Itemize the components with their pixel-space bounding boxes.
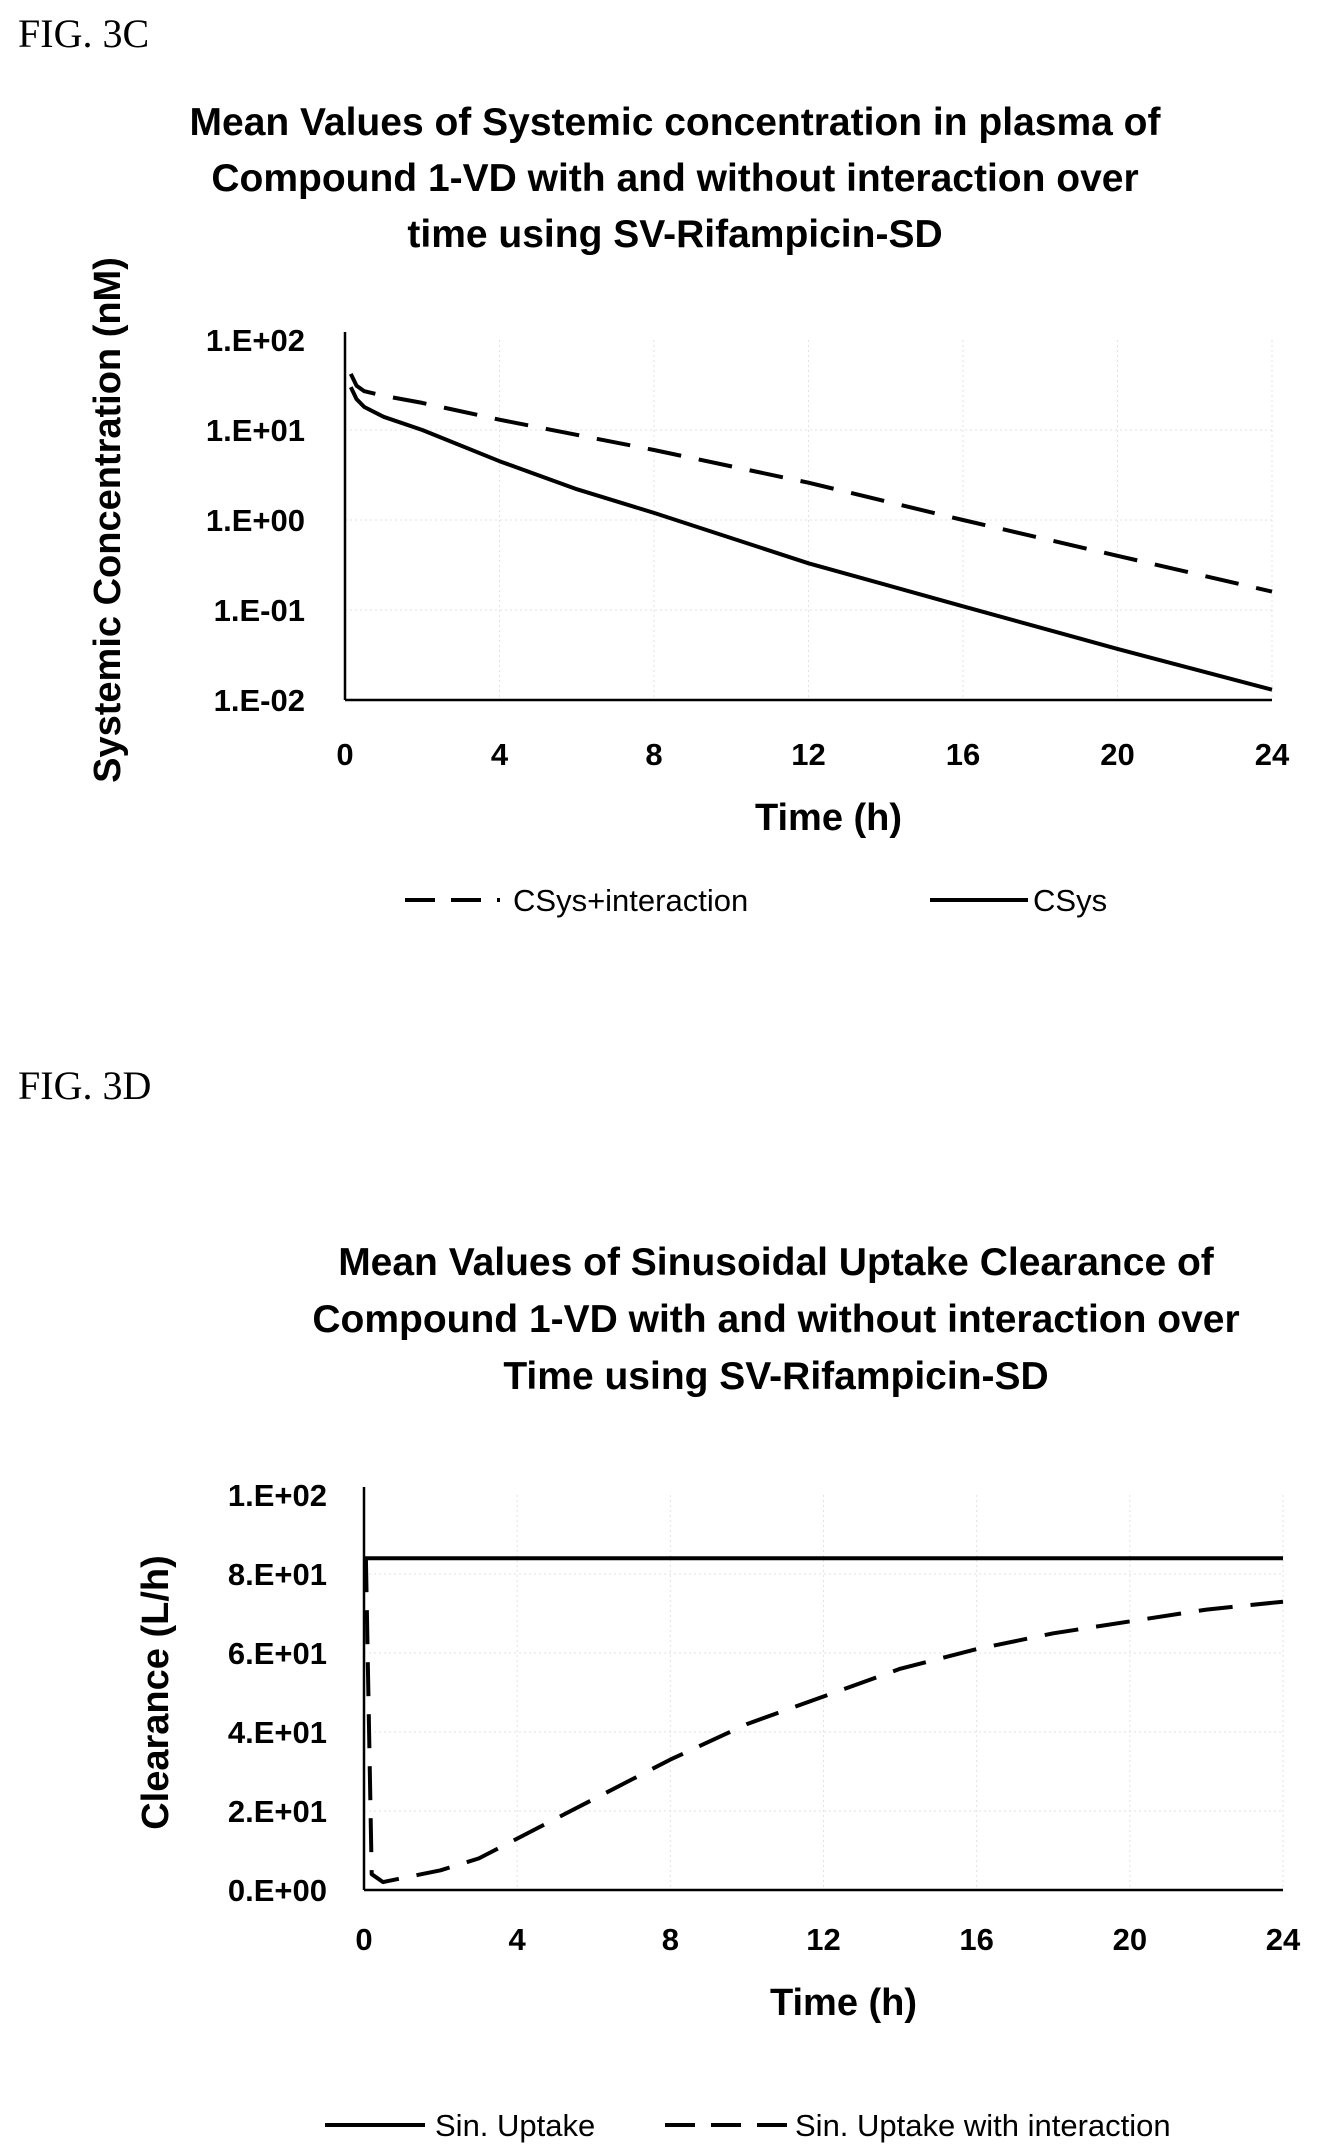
chart-title-line: Mean Values of Sinusoidal Uptake Clearan… xyxy=(338,1241,1215,1284)
legend-label: Sin. Uptake with interaction xyxy=(795,2108,1171,2143)
y-tick-label: 1.E+00 xyxy=(206,503,305,538)
series-line-dashed xyxy=(349,373,1273,594)
chart-sinusoidal-uptake-clearance: Mean Values of Sinusoidal Uptake Clearan… xyxy=(135,1241,1301,2143)
x-tick-label: 16 xyxy=(946,737,980,772)
x-tick-label: 8 xyxy=(662,1922,679,1957)
series-line-solid xyxy=(348,386,1273,692)
chart-systemic-concentration: Mean Values of Systemic concentration in… xyxy=(87,101,1290,918)
x-tick-label: 20 xyxy=(1113,1922,1147,1957)
x-tick-label: 16 xyxy=(959,1922,993,1957)
chart-title-line: time using SV-Rifampicin-SD xyxy=(407,213,942,256)
y-tick-label: 6.E+01 xyxy=(228,1636,327,1671)
y-axis-title: Systemic Concentration (nM) xyxy=(87,257,129,783)
figure-label-3d: FIG. 3D xyxy=(18,1063,152,1108)
chart-title-line: Mean Values of Systemic concentration in… xyxy=(190,101,1162,144)
y-tick-label: 1.E+01 xyxy=(206,413,305,448)
x-tick-label: 24 xyxy=(1255,737,1290,772)
x-tick-label: 0 xyxy=(336,737,353,772)
y-tick-label: 2.E+01 xyxy=(228,1794,327,1829)
x-tick-label: 0 xyxy=(355,1922,372,1957)
y-tick-label: 1.E-02 xyxy=(214,683,305,718)
legend-label: Sin. Uptake xyxy=(435,2108,595,2143)
y-tick-label: 4.E+01 xyxy=(228,1715,327,1750)
y-tick-label: 1.E+02 xyxy=(206,323,305,358)
figure-label-3c: FIG. 3C xyxy=(18,11,150,56)
chart-title-line: Time using SV-Rifampicin-SD xyxy=(503,1355,1048,1398)
y-tick-label: 1.E-01 xyxy=(214,593,305,628)
y-tick-label: 1.E+02 xyxy=(228,1478,327,1513)
x-tick-label: 12 xyxy=(791,737,825,772)
x-tick-label: 20 xyxy=(1100,737,1134,772)
x-tick-label: 4 xyxy=(491,737,509,772)
chart-title-line: Compound 1-VD with and without interacti… xyxy=(312,1298,1239,1341)
series-line-dashed xyxy=(363,1558,1284,1885)
x-axis-title: Time (h) xyxy=(770,1982,917,2024)
legend-label: CSys xyxy=(1033,883,1107,918)
y-tick-label: 8.E+01 xyxy=(228,1557,327,1592)
chart-title-line: Compound 1-VD with and without interacti… xyxy=(211,157,1138,200)
y-tick-label: 0.E+00 xyxy=(228,1873,327,1908)
x-tick-label: 12 xyxy=(806,1922,840,1957)
x-axis-title: Time (h) xyxy=(755,797,902,839)
x-tick-label: 8 xyxy=(645,737,662,772)
legend-label: CSys+interaction xyxy=(513,883,748,918)
y-axis-title: Clearance (L/h) xyxy=(135,1555,177,1830)
x-tick-label: 24 xyxy=(1266,1922,1301,1957)
x-tick-label: 4 xyxy=(509,1922,527,1957)
